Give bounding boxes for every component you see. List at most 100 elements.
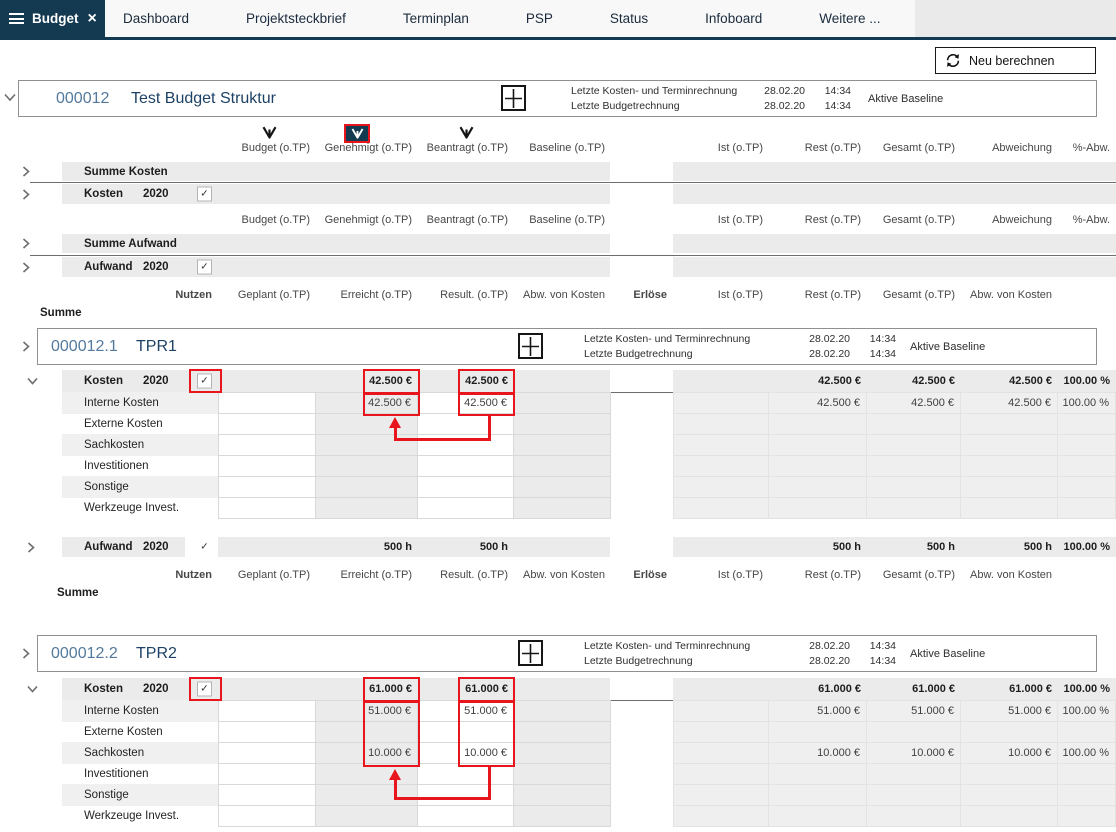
cell-beantragt[interactable] <box>417 784 514 806</box>
cell-baseline[interactable] <box>513 721 611 743</box>
cell-baseline[interactable] <box>513 476 611 498</box>
cell-budget[interactable] <box>218 700 316 722</box>
cell-pct <box>1057 721 1116 743</box>
cell-genehmigt[interactable] <box>315 497 418 519</box>
tpr2-add-budget-button[interactable] <box>518 640 543 666</box>
cell-baseline[interactable] <box>513 742 611 764</box>
cell-budget[interactable] <box>218 805 316 827</box>
tab-projektsteckbrief[interactable]: Projektsteckbrief <box>246 11 346 26</box>
tab-weitere[interactable]: Weitere ... <box>819 11 881 26</box>
tpr1-kosten-checkbox[interactable]: ✓ <box>197 373 212 389</box>
cell-gesamt: 42.500 € <box>866 392 961 414</box>
cell-pct <box>1057 476 1116 498</box>
tab-status[interactable]: Status <box>609 11 649 26</box>
cell-baseline[interactable] <box>513 392 611 414</box>
tab-budget[interactable]: Budget × <box>0 0 105 37</box>
cell-beantragt[interactable] <box>417 721 514 743</box>
cell-genehmigt[interactable] <box>315 784 418 806</box>
cell-beantragt[interactable] <box>417 763 514 785</box>
cell-beantragt[interactable] <box>417 434 514 456</box>
row-label: Werkzeuge Invest. <box>84 502 180 514</box>
cell-budget[interactable] <box>218 434 316 456</box>
cell-budget[interactable] <box>218 497 316 519</box>
column-arrow-icon-beantragt[interactable] <box>459 126 474 144</box>
cell-budget[interactable] <box>218 784 316 806</box>
cell-baseline[interactable] <box>513 763 611 785</box>
cell-baseline[interactable] <box>513 784 611 806</box>
recalculate-button[interactable]: Neu berechnen <box>935 47 1096 74</box>
cell-beantragt[interactable] <box>417 476 514 498</box>
cell-budget[interactable] <box>218 455 316 477</box>
cell-budget[interactable] <box>218 413 316 435</box>
cell-beantragt[interactable]: 42.500 € <box>417 392 514 414</box>
cell-baseline[interactable] <box>513 497 611 519</box>
cell-beantragt[interactable]: 10.000 € <box>417 742 514 764</box>
column-arrow-icon-budget[interactable] <box>262 126 277 144</box>
cell-budget[interactable] <box>218 476 316 498</box>
collapse-project-chevron[interactable] <box>4 93 16 102</box>
column-arrow-icon-genehmigt-highlighted[interactable] <box>344 124 370 143</box>
col-rest: Rest (o.TP) <box>804 142 861 154</box>
table-row: Interne Kosten 42.500 € 42.500 € 42.500 … <box>0 392 1116 414</box>
cell-genehmigt[interactable] <box>315 476 418 498</box>
cell-genehmigt[interactable] <box>315 721 418 743</box>
tpr1-add-budget-button[interactable] <box>518 333 543 359</box>
cell-baseline[interactable] <box>513 413 611 435</box>
cell-genehmigt[interactable] <box>315 434 418 456</box>
expand-tpr1-chevron[interactable] <box>22 341 30 352</box>
expand-kosten-chevron[interactable] <box>22 184 30 204</box>
col-pct-abw: %-Abw. <box>1072 142 1110 154</box>
divider <box>130 700 1116 701</box>
close-icon[interactable]: × <box>87 9 97 27</box>
expand-summe-kosten-chevron[interactable] <box>22 162 30 181</box>
cell-budget[interactable] <box>218 763 316 785</box>
tpr2-kosten-checkbox[interactable]: ✓ <box>197 681 212 697</box>
tab-terminplan[interactable]: Terminplan <box>402 11 469 26</box>
benefit-column-header-row: Nutzen Geplant (o.TP) Erreicht (o.TP) Re… <box>0 567 1116 582</box>
cell-budget[interactable] <box>218 742 316 764</box>
cell-beantragt[interactable] <box>417 455 514 477</box>
col-beantragt: Beantragt (o.TP) <box>426 214 508 226</box>
cell-gesamt <box>866 763 961 785</box>
tpr1-aufwand-checkbox[interactable]: ✓ <box>200 541 209 553</box>
cell-budget[interactable] <box>218 721 316 743</box>
expand-tpr1-aufwand-chevron[interactable] <box>27 537 35 557</box>
cell-beantragt[interactable]: 51.000 € <box>417 700 514 722</box>
cell-baseline[interactable] <box>513 700 611 722</box>
cell-genehmigt[interactable]: 10.000 € <box>315 742 418 764</box>
expand-summe-aufwand-chevron[interactable] <box>22 234 30 253</box>
cell-beantragt[interactable] <box>417 805 514 827</box>
collapse-tpr2-kosten-chevron[interactable] <box>27 678 38 700</box>
aufwand-checkbox[interactable]: ✓ <box>197 259 212 275</box>
cell-genehmigt[interactable] <box>315 455 418 477</box>
cell-ist <box>673 497 769 519</box>
cell-genehmigt[interactable]: 42.500 € <box>315 392 418 414</box>
cell-genehmigt[interactable] <box>315 805 418 827</box>
tpr1-aufwand-gesamt: 500 h <box>926 541 955 553</box>
menu-icon[interactable] <box>9 13 24 24</box>
cell-gesamt <box>866 455 961 477</box>
col-abw-von-kosten: Abw. von Kosten <box>523 288 605 301</box>
tab-dashboard[interactable]: Dashboard <box>123 11 190 26</box>
cell-gesamt <box>866 413 961 435</box>
tab-infoboard[interactable]: Infoboard <box>705 11 763 26</box>
last-budget-calc-label: Letzte Budgetrechnung <box>584 348 693 360</box>
kosten-checkbox[interactable]: ✓ <box>197 186 212 202</box>
cell-baseline[interactable] <box>513 434 611 456</box>
add-budget-button[interactable] <box>501 85 526 111</box>
cell-baseline[interactable] <box>513 455 611 477</box>
tpr1-kosten-genehmigt: 42.500 € <box>369 375 412 387</box>
collapse-tpr1-kosten-chevron[interactable] <box>27 370 38 392</box>
cell-genehmigt[interactable] <box>315 413 418 435</box>
cell-genehmigt[interactable]: 51.000 € <box>315 700 418 722</box>
cell-beantragt[interactable] <box>417 413 514 435</box>
cell-genehmigt[interactable] <box>315 763 418 785</box>
cell-budget[interactable] <box>218 392 316 414</box>
tab-psp[interactable]: PSP <box>525 11 553 26</box>
expand-tpr2-chevron[interactable] <box>22 648 30 659</box>
cell-baseline[interactable] <box>513 805 611 827</box>
cell-beantragt[interactable] <box>417 497 514 519</box>
expand-aufwand-chevron[interactable] <box>22 257 30 277</box>
cell-gesamt <box>866 784 961 806</box>
